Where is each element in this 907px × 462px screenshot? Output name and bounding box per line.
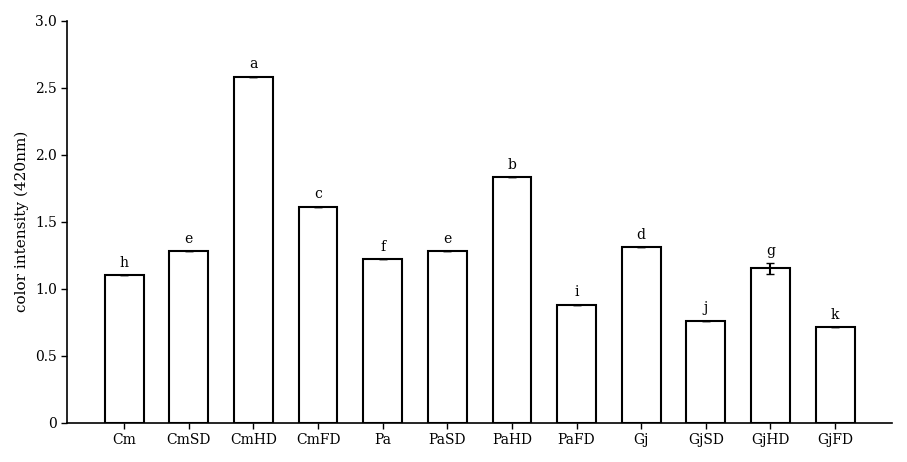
Text: k: k: [831, 308, 839, 322]
Bar: [170, 251, 208, 423]
Text: b: b: [508, 158, 516, 172]
Bar: [751, 268, 790, 423]
Text: a: a: [249, 57, 258, 72]
Bar: [298, 207, 337, 423]
Bar: [557, 304, 596, 423]
Bar: [428, 251, 467, 423]
Text: h: h: [120, 256, 129, 270]
Bar: [622, 247, 660, 423]
Text: e: e: [185, 231, 193, 246]
Bar: [364, 259, 402, 423]
Y-axis label: color intensity (420nm): color intensity (420nm): [15, 131, 29, 312]
Text: c: c: [314, 188, 322, 201]
Bar: [234, 77, 273, 423]
Text: d: d: [637, 228, 646, 242]
Text: g: g: [766, 244, 775, 258]
Text: j: j: [704, 301, 708, 316]
Bar: [493, 177, 532, 423]
Bar: [815, 328, 854, 423]
Text: e: e: [444, 231, 452, 246]
Bar: [104, 275, 143, 423]
Text: i: i: [574, 285, 579, 299]
Text: f: f: [380, 240, 385, 254]
Bar: [687, 321, 726, 423]
